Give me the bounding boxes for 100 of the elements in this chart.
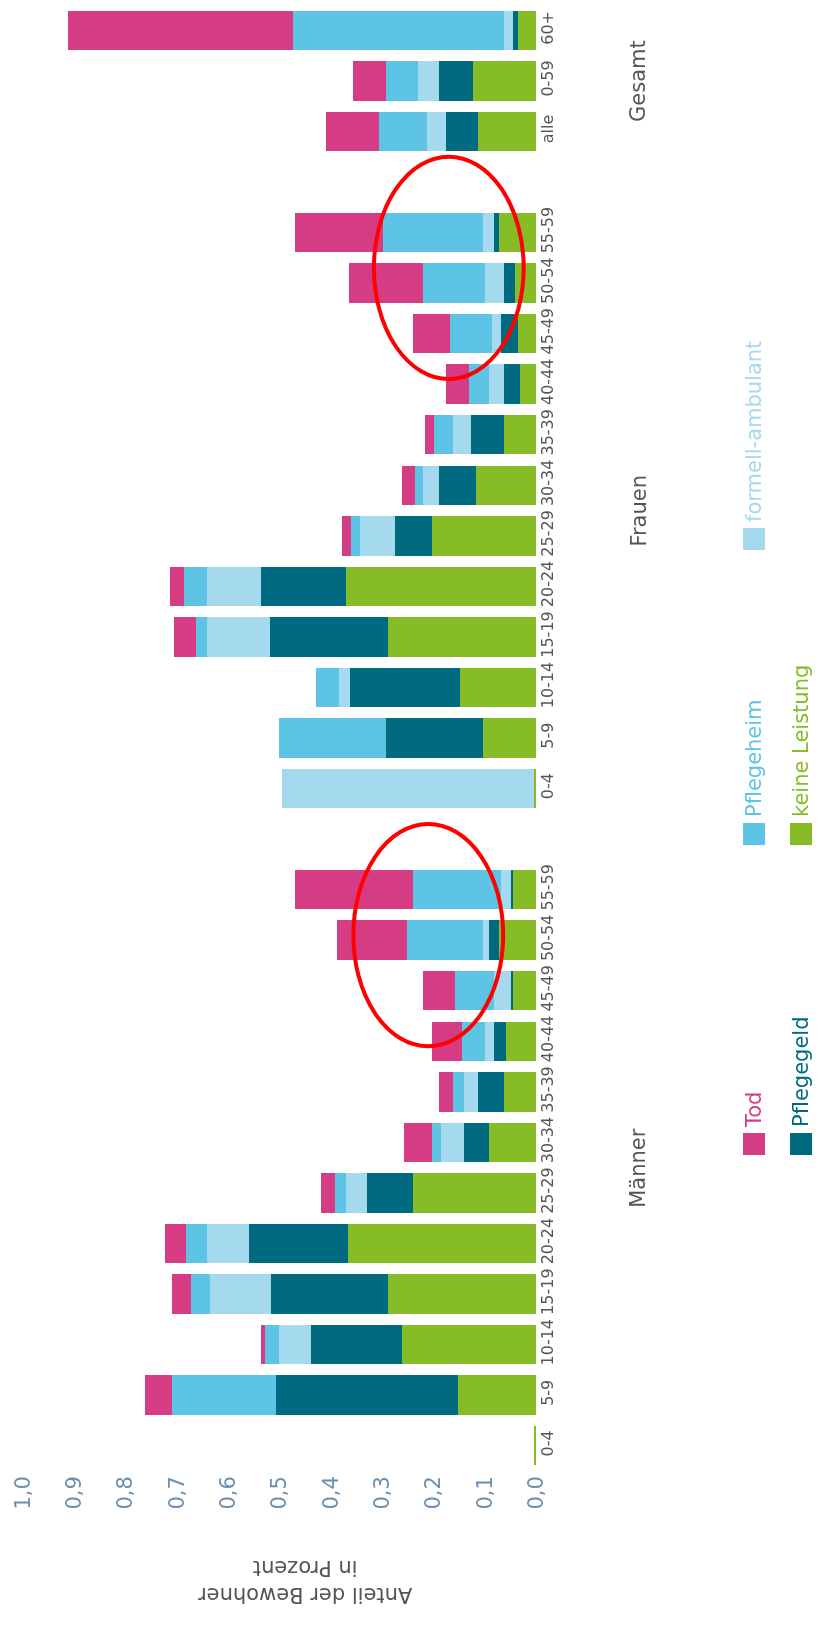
x-tick-label: 0,5 (267, 1476, 292, 1510)
bar (512, 869, 536, 910)
y-tick-label: 55-59 (538, 206, 557, 254)
x-tick-label: 0,4 (318, 1476, 343, 1510)
text: Frauen (626, 475, 651, 547)
y-tick-label: 0-4 (538, 773, 557, 800)
y-tick-label: alle (538, 114, 557, 144)
y-tick-label: 55-59 (538, 864, 557, 911)
y-tick-label: 50-54 (538, 914, 557, 962)
bar (278, 1324, 312, 1365)
bar (413, 313, 451, 354)
text: Tod (742, 1091, 766, 1127)
bar (172, 1375, 276, 1415)
x-axis-title: Anteil der Bewohner in Prozent (197, 1555, 413, 1607)
bar (195, 617, 208, 657)
bar (294, 212, 384, 253)
bar (503, 263, 516, 303)
bar (186, 1223, 208, 1264)
text: keine Leistung (789, 664, 813, 817)
bar (366, 1173, 414, 1213)
bar (424, 414, 434, 455)
bar (457, 1375, 536, 1415)
bar (385, 718, 483, 758)
bar (350, 667, 460, 708)
bar (68, 10, 293, 50)
bar (383, 212, 483, 253)
bar (174, 617, 196, 657)
y-tick-label: 60+ (538, 11, 557, 45)
y-tick-label: 10-14 (538, 1318, 557, 1366)
bar (269, 617, 388, 657)
bar (475, 465, 536, 505)
bar (452, 1072, 465, 1112)
x-tick-label: 0,8 (113, 1476, 138, 1510)
bar (278, 718, 386, 758)
bar (482, 212, 495, 253)
y-tick-label: 20-24 (538, 560, 557, 608)
bar (459, 667, 536, 708)
bar (505, 1021, 536, 1062)
bar (378, 111, 428, 152)
bar (445, 111, 479, 152)
bar (165, 1223, 187, 1264)
bar (281, 768, 534, 809)
y-tick-label: 30-34 (538, 459, 557, 507)
bar (517, 10, 536, 50)
y-tick-label: 15-19 (538, 1268, 557, 1315)
bar (473, 61, 536, 101)
bar (501, 869, 512, 910)
bar (207, 566, 261, 607)
bar (325, 111, 379, 152)
bar (394, 516, 432, 556)
bar (339, 667, 351, 708)
bar (311, 1324, 402, 1365)
bar (450, 313, 492, 354)
bar (209, 1274, 272, 1314)
bar (431, 516, 536, 556)
bar (265, 1324, 279, 1365)
bar (503, 414, 536, 455)
y-tick-label: 40-44 (538, 358, 557, 405)
bar (533, 1426, 536, 1466)
x-tick-label: 0,3 (369, 1476, 394, 1510)
x-tick-label: 0,7 (164, 1476, 189, 1510)
bar (315, 667, 340, 708)
bar (387, 1274, 536, 1314)
y-tick-label: 0-59 (538, 60, 557, 97)
bar (438, 1072, 453, 1112)
bar (207, 1223, 249, 1264)
bar (191, 1274, 210, 1314)
bar (294, 869, 414, 910)
bar (494, 1021, 506, 1062)
bar (413, 1173, 536, 1213)
x-tick-label: 0,0 (523, 1476, 548, 1510)
bar (489, 364, 504, 404)
y-tick-label: 15-19 (538, 611, 557, 658)
bar (352, 61, 386, 101)
bar (478, 1072, 504, 1112)
text: Pflegeheim (742, 699, 766, 817)
bar (433, 414, 453, 455)
bar (478, 111, 536, 152)
bar (169, 566, 185, 607)
bar (348, 1223, 536, 1264)
bar (510, 971, 513, 1011)
text: Gesamt (626, 40, 651, 122)
bar (346, 1173, 367, 1213)
bar (387, 617, 536, 657)
text: Pflegegeld (789, 1016, 813, 1127)
bar (494, 212, 500, 253)
bar (427, 111, 446, 152)
bar (336, 920, 407, 960)
bar (422, 465, 439, 505)
y-tick-label: 25-29 (538, 1167, 557, 1214)
bar (401, 1324, 536, 1365)
bar (482, 718, 536, 758)
bar (452, 414, 471, 455)
bar (503, 364, 521, 404)
bar (438, 61, 474, 101)
bar (503, 10, 513, 50)
bar (172, 1274, 192, 1314)
y-tick-label: 5-9 (538, 722, 557, 749)
bar (401, 465, 416, 505)
y-tick-label: 20-24 (538, 1217, 557, 1265)
